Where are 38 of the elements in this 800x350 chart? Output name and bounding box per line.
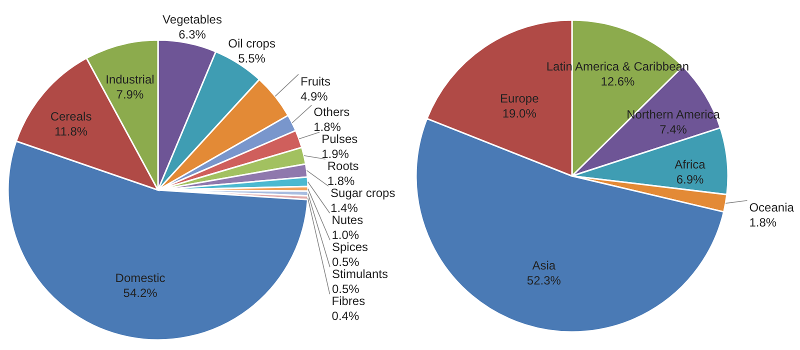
data-label: 6.3% bbox=[178, 27, 206, 42]
slice-label: Oceania bbox=[749, 200, 794, 215]
slice-label: Sugar crops bbox=[330, 186, 396, 200]
slice-label: Stimulants bbox=[332, 267, 388, 282]
slice-label: Africa bbox=[674, 157, 706, 172]
data-label: 11.8% bbox=[54, 124, 88, 138]
data-label: 12.6% bbox=[600, 74, 636, 89]
slice-label: Fruits bbox=[300, 74, 330, 88]
data-label: 0.5% bbox=[332, 255, 360, 270]
slice-label: Oil crops bbox=[228, 36, 276, 50]
data-label: 1.0% bbox=[332, 228, 360, 242]
slice-label: Nutes bbox=[332, 213, 364, 228]
data-label: 52.3% bbox=[526, 273, 562, 288]
data-label: 54.2% bbox=[123, 286, 158, 300]
data-label: 0.4% bbox=[332, 309, 360, 324]
slice-label: Fibres bbox=[332, 294, 366, 308]
data-label: 4.9% bbox=[300, 89, 328, 104]
data-label: 6.9% bbox=[676, 172, 704, 186]
slice-label: Industrial bbox=[106, 72, 154, 86]
data-label: 1.8% bbox=[749, 216, 777, 230]
slice-label: Pulses bbox=[322, 132, 358, 146]
slice-label: Roots bbox=[327, 159, 359, 174]
slice-label: Others bbox=[314, 105, 350, 120]
slice-label: Europe bbox=[500, 92, 540, 106]
data-label: 7.4% bbox=[660, 122, 688, 136]
data-label: 1.8% bbox=[327, 174, 356, 188]
data-label: 7.9% bbox=[116, 88, 144, 102]
slice-label: Asia bbox=[532, 258, 556, 272]
data-label: 1.8% bbox=[314, 120, 342, 134]
slice-label: Spices bbox=[332, 240, 368, 254]
data-label: 19.0% bbox=[502, 106, 537, 121]
data-label: 1.4% bbox=[330, 201, 358, 216]
slice-label: Domestic bbox=[115, 271, 166, 286]
slice-label: Vegetables bbox=[162, 12, 222, 26]
data-label: 0.5% bbox=[332, 282, 360, 296]
data-label: 5.5% bbox=[238, 51, 266, 66]
data-label: 1.9% bbox=[322, 147, 350, 162]
slice-label: Cereals bbox=[50, 109, 92, 124]
